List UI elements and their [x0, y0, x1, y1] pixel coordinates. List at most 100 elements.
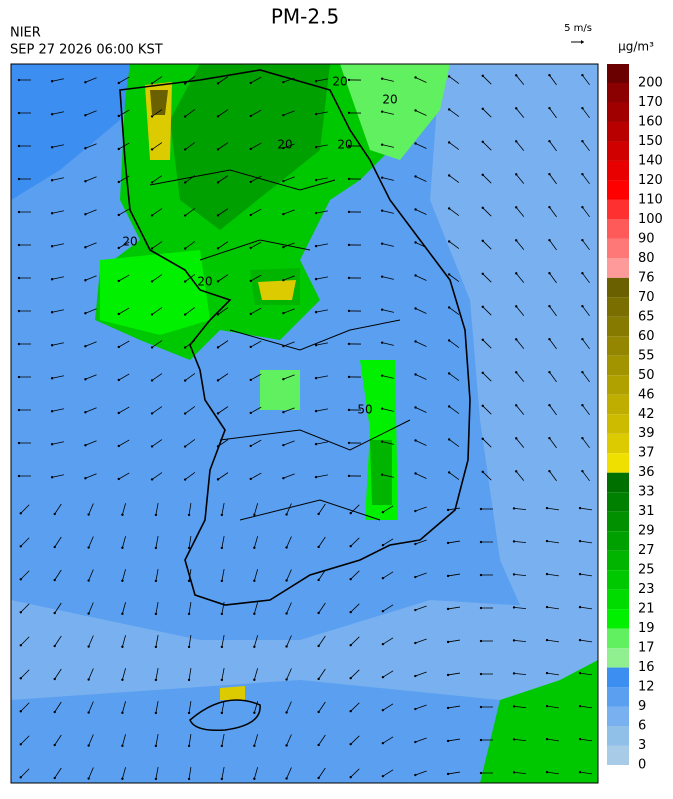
wind-arrowhead [581, 173, 583, 175]
wind-arrowhead [579, 507, 581, 509]
colorbar-segment [607, 278, 629, 297]
contour-label: 20 [277, 138, 292, 152]
wind-arrowhead [221, 712, 223, 714]
wind-arrowhead [480, 772, 482, 774]
colorbar-label: 170 [638, 95, 663, 110]
wind-arrowhead [480, 508, 482, 510]
wind-arrowhead [221, 778, 223, 780]
wind-arrowhead [84, 444, 86, 446]
wind-arrowhead [118, 445, 120, 447]
wind-arrowhead [579, 705, 581, 707]
colorbar-label: 21 [638, 602, 655, 617]
wind-arrowhead [121, 745, 123, 747]
wind-arrowhead [221, 679, 223, 681]
wind-arrowhead [315, 476, 317, 478]
colorbar-segment [607, 492, 629, 511]
wind-arrowhead [51, 146, 53, 148]
colorbar-label: 33 [638, 485, 655, 500]
colorbar-segment [607, 102, 629, 121]
wind-arrowhead [581, 206, 583, 208]
wind-arrowhead [18, 475, 20, 477]
colorbar-segment [607, 512, 629, 531]
colorbar-segment [607, 414, 629, 433]
wind-arrowhead [151, 247, 153, 249]
wind-arrowhead [579, 606, 581, 608]
wind-arrowhead [317, 645, 319, 647]
colorbar-segment [607, 375, 629, 394]
colorbar-segment [607, 609, 629, 628]
colorbar-segment [607, 531, 629, 550]
wind-arrowhead [87, 579, 89, 581]
wind-arrowhead [546, 771, 548, 773]
wind-arrowhead [250, 445, 252, 447]
wind-arrowhead [217, 313, 219, 315]
wind-arrowhead [285, 612, 287, 614]
wind-arrowhead [253, 580, 255, 582]
wind-arrowhead [513, 672, 515, 674]
wind-arrowhead [282, 477, 284, 479]
wind-arrowhead [348, 475, 350, 477]
wind-arrowhead [151, 181, 153, 183]
wind-arrowhead [155, 514, 157, 516]
wind-arrowhead [579, 771, 581, 773]
colorbar-segment [607, 200, 629, 219]
wind-arrowhead [20, 644, 22, 646]
wind-arrowhead [151, 82, 153, 84]
wind-arrowhead [546, 573, 548, 575]
wind-arrowhead [282, 114, 284, 116]
wind-arrowhead [317, 744, 319, 746]
wind-arrowhead [151, 115, 153, 117]
wind-arrowhead [548, 173, 550, 175]
wind-arrowhead [548, 74, 550, 76]
wind-arrowhead [282, 213, 284, 215]
wind-arrowhead [184, 412, 186, 414]
wind-arrowhead [515, 173, 517, 175]
colorbar-label: 37 [638, 446, 655, 461]
wind-arrowhead [382, 577, 384, 579]
wind-arrowhead [87, 711, 89, 713]
wind-arrowhead [253, 679, 255, 681]
wind-arrowhead [282, 345, 284, 347]
wind-arrowhead [184, 445, 186, 447]
wind-arrowhead [447, 740, 449, 742]
wind-arrowhead [84, 114, 86, 116]
colorbar-segment [607, 551, 629, 570]
wind-arrowhead [349, 710, 351, 712]
wind-arrowhead [87, 645, 89, 647]
wind-arrowhead [581, 338, 583, 340]
wind-arrowhead [188, 745, 190, 747]
wind-arrowhead [51, 179, 53, 181]
wind-arrowhead [282, 411, 284, 413]
wind-arrowhead [348, 178, 350, 180]
wind-arrowhead [51, 113, 53, 115]
wind-arrowhead [18, 310, 20, 312]
wind-arrowhead [151, 478, 153, 480]
wind-arrowhead [51, 443, 53, 445]
wind-arrowhead [515, 206, 517, 208]
wind-arrowhead [482, 108, 484, 110]
wind-arrowhead [20, 776, 22, 778]
wind-arrowhead [513, 606, 515, 608]
wind-arrowhead [253, 514, 255, 516]
wind-arrowhead [315, 146, 317, 148]
colorbar-segment [607, 668, 629, 687]
wind-arrowhead [282, 81, 284, 83]
pm-zone [258, 280, 296, 300]
colorbar-label: 150 [638, 134, 663, 149]
wind-arrowhead [54, 546, 56, 548]
wind-arrowhead [315, 179, 317, 181]
wind-arrowhead [414, 774, 416, 776]
colorbar-label: 19 [638, 621, 655, 636]
wind-arrowhead [221, 646, 223, 648]
wind-arrowhead [480, 739, 482, 741]
wind-arrowhead [448, 471, 450, 473]
wind-arrowhead [548, 470, 550, 472]
wind-arrowhead [285, 711, 287, 713]
wind-arrowhead [84, 345, 86, 347]
wind-arrowhead [18, 409, 20, 411]
wind-arrowhead [250, 313, 252, 315]
wind-arrowhead [317, 711, 319, 713]
wind-arrowhead [155, 778, 157, 780]
wind-arrowhead [513, 771, 515, 773]
